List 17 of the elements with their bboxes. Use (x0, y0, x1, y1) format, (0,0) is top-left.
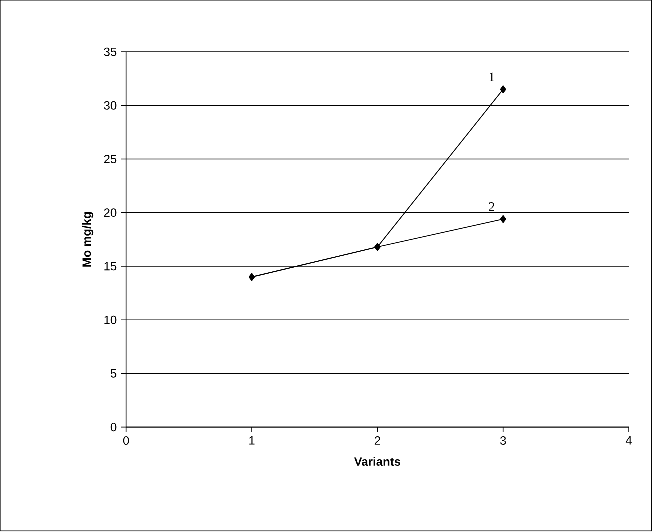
y-tick-label: 25 (104, 155, 117, 164)
y-tick-label: 10 (104, 316, 117, 325)
y-tick-label: 15 (104, 262, 117, 271)
x-tick-label: 1 (250, 436, 255, 445)
y-axis-title: Mo mg/kg (82, 212, 94, 268)
x-tick-label: 2 (374, 436, 380, 446)
y-tick-label: 5 (110, 370, 117, 378)
y-tick-label: 20 (104, 208, 117, 218)
x-tick-label: 3 (500, 436, 506, 446)
x-tick-label: 4 (626, 436, 632, 445)
series-label: 1 (490, 73, 494, 82)
y-tick-label: 0 (110, 423, 117, 432)
y-tick-label: 35 (104, 48, 117, 57)
x-axis-title: Variants (354, 457, 401, 466)
x-tick-label: 0 (123, 436, 130, 446)
series-label: 2 (489, 202, 494, 212)
y-tick-label: 30 (104, 102, 117, 110)
